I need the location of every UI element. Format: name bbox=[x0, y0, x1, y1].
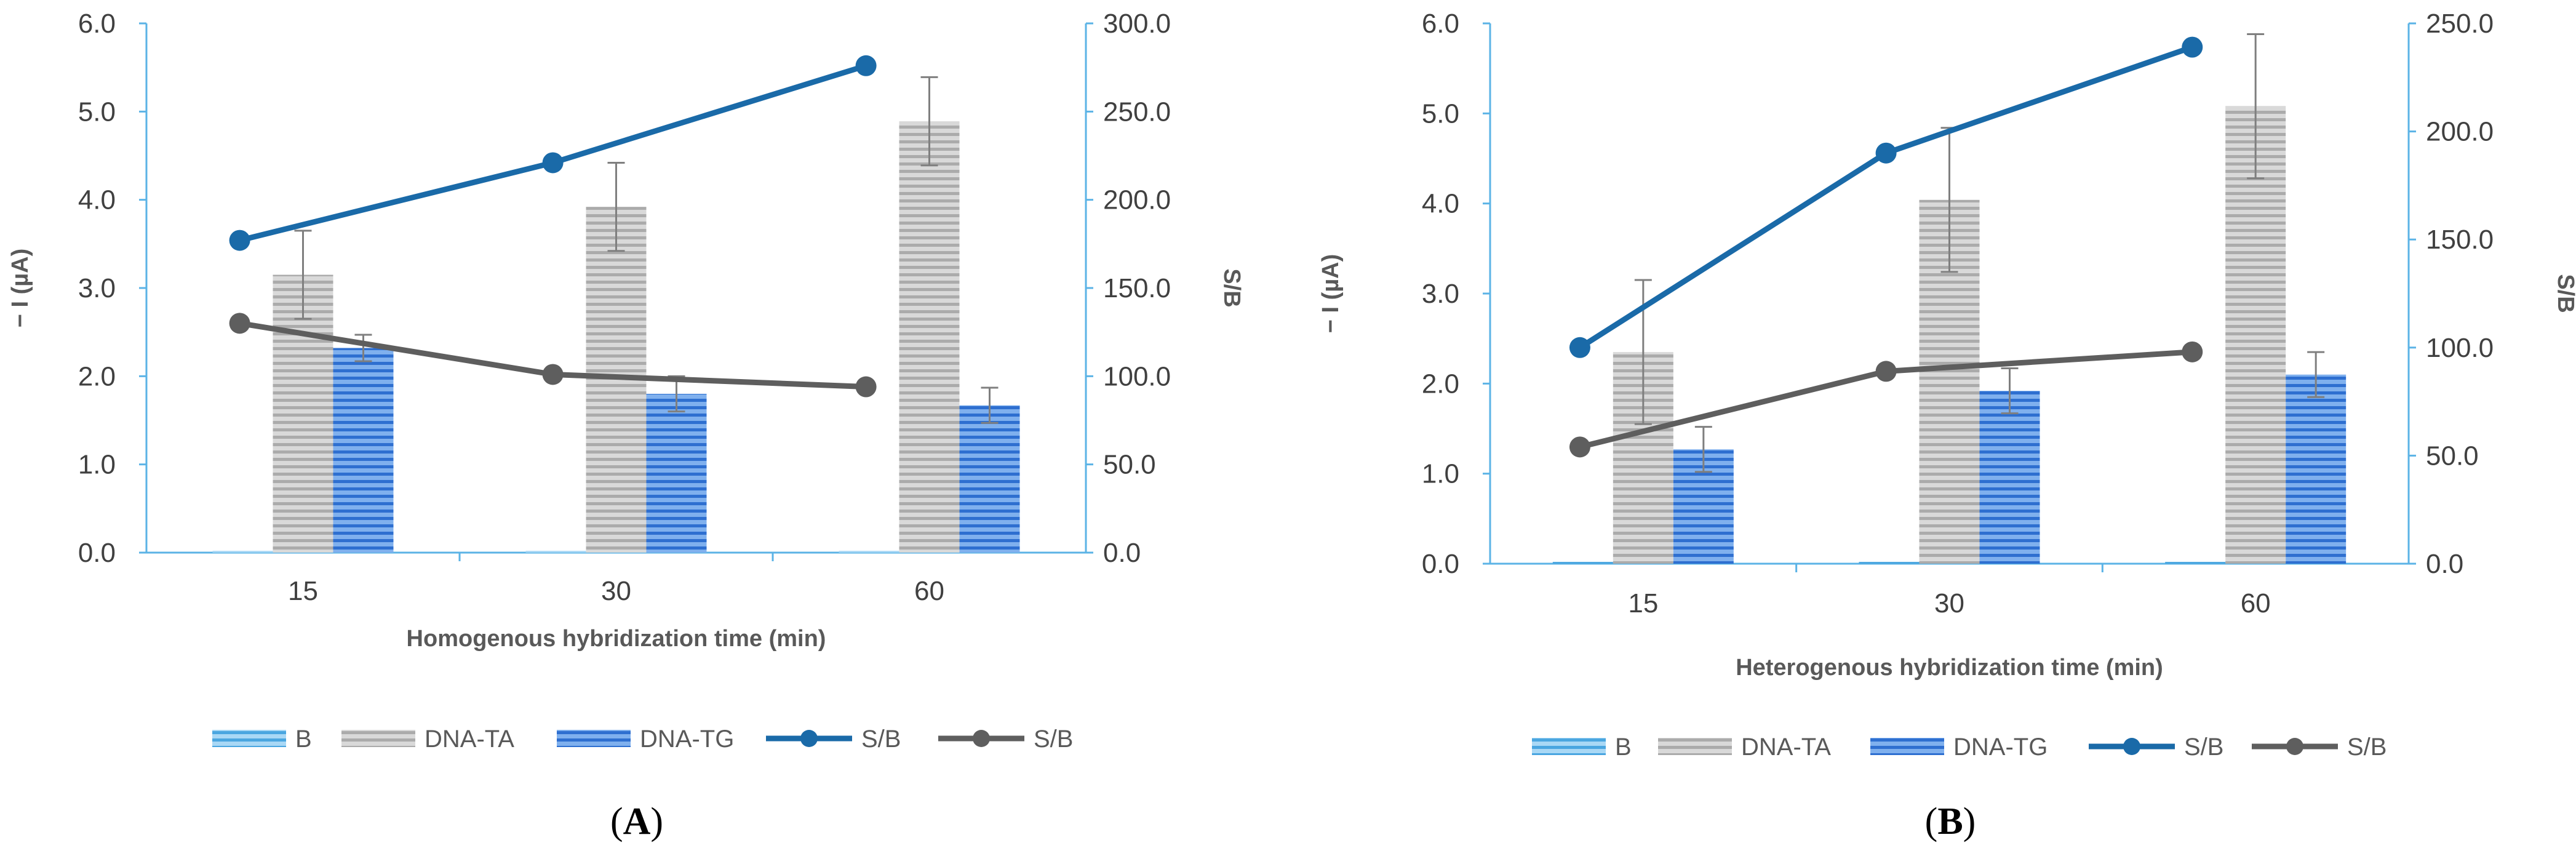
bar-dna-tg bbox=[1979, 391, 2040, 564]
right-axis-tick-label: 150.0 bbox=[1103, 273, 1171, 303]
right-axis-tick-label: 100.0 bbox=[1103, 361, 1171, 391]
line-sb-2-point bbox=[2182, 341, 2203, 362]
legend-marker bbox=[2286, 738, 2303, 755]
legend-label: S/B bbox=[1034, 726, 1073, 753]
bar-b bbox=[212, 551, 273, 553]
line-sb-1-point bbox=[1569, 337, 1590, 358]
right-axis-tick-label: 200.0 bbox=[1103, 185, 1171, 215]
legend-label: DNA-TA bbox=[425, 726, 514, 753]
bar-b bbox=[2165, 562, 2226, 564]
left-axis-tick-label: 2.0 bbox=[78, 361, 116, 391]
legend-swatch-dna-tg bbox=[1870, 738, 1944, 755]
line-sb-2-point bbox=[542, 364, 564, 385]
left-axis-tick-label: 3.0 bbox=[1422, 279, 1459, 309]
left-axis-tick-label: 6.0 bbox=[1422, 9, 1459, 39]
left-axis-tick-label: 4.0 bbox=[78, 185, 116, 215]
chart-panel-a: 0.0 1.0 2.0 3.0 4.0 5.0 6.0 0.0 50.0 100.0 150.0 20… bbox=[7, 9, 1245, 842]
left-axis-tick-label: 1.0 bbox=[78, 450, 116, 480]
right-axis-tick-label: 250.0 bbox=[1103, 97, 1171, 127]
left-axis-tick-label: 4.0 bbox=[1422, 189, 1459, 219]
legend-label: DNA-TA bbox=[1741, 734, 1831, 761]
chart-panel-b: 0.0 1.0 2.0 3.0 4.0 5.0 6.0 0.0 50.0 100.0 150.0 20… bbox=[1318, 9, 2576, 842]
x-axis-title: Homogenous hybridization time (min) bbox=[407, 626, 826, 652]
right-axis-tick-label: 50.0 bbox=[1103, 450, 1156, 480]
left-axis-tick-label: 1.0 bbox=[1422, 459, 1459, 489]
x-axis-tick-label: 15 bbox=[288, 576, 318, 606]
y2-axis-title: S/B bbox=[2553, 274, 2576, 313]
line-sb-2-point bbox=[1875, 361, 1897, 382]
legend-marker bbox=[973, 730, 990, 747]
left-axis-tick-label: 5.0 bbox=[78, 97, 116, 127]
x-axis-tick-label: 60 bbox=[914, 576, 944, 606]
legend-swatch-b bbox=[1532, 738, 1606, 755]
left-axis-tick-label: 2.0 bbox=[1422, 369, 1459, 399]
legend-label: DNA-TG bbox=[1953, 734, 2048, 761]
left-axis-tick-label: 0.0 bbox=[1422, 549, 1459, 579]
legend-swatch-dna-tg bbox=[557, 730, 631, 747]
right-axis-tick-label: 300.0 bbox=[1103, 9, 1171, 39]
legend-swatch-b bbox=[212, 730, 286, 747]
left-axis-tick-label: 5.0 bbox=[1422, 98, 1459, 129]
bar-b bbox=[1859, 562, 1920, 564]
left-axis-tick-label: 0.0 bbox=[78, 538, 116, 568]
bar-dna-ta bbox=[2225, 106, 2286, 564]
x-axis-tick-label: 15 bbox=[1628, 588, 1658, 618]
legend-label: S/B bbox=[2347, 734, 2387, 761]
panel-label: (A) bbox=[610, 801, 663, 842]
bar-dna-ta bbox=[273, 274, 333, 553]
left-axis-tick-label: 3.0 bbox=[78, 273, 116, 303]
line-sb-1-point bbox=[229, 230, 250, 251]
x-axis-tick-label: 30 bbox=[1934, 588, 1964, 618]
line-sb-1-point bbox=[1875, 142, 1897, 164]
legend-swatch-dna-ta bbox=[341, 730, 415, 747]
bar-dna-tg bbox=[959, 405, 1020, 553]
y-axis-title: − I (µA) bbox=[7, 249, 33, 328]
bar-dna-ta bbox=[899, 121, 960, 553]
legend-label: B bbox=[1615, 734, 1632, 761]
legend-label: B bbox=[295, 726, 312, 753]
left-axis-tick-label: 6.0 bbox=[78, 9, 116, 39]
panel-label: (B) bbox=[1925, 801, 1976, 842]
y-axis-title: − I (µA) bbox=[1318, 254, 1344, 334]
bar-dna-tg bbox=[2286, 374, 2347, 564]
legend-marker bbox=[800, 730, 818, 747]
line-sb-2-point bbox=[229, 313, 250, 334]
x-axis-tick-label: 60 bbox=[2241, 588, 2271, 618]
legend-label: DNA-TG bbox=[640, 726, 734, 753]
bar-b bbox=[525, 551, 586, 553]
right-axis-tick-label: 150.0 bbox=[2426, 225, 2494, 255]
right-axis-tick-label: 0.0 bbox=[1103, 538, 1141, 568]
line-sb-1-point bbox=[855, 55, 877, 76]
line-sb-1 bbox=[1578, 44, 2193, 350]
legend-label: S/B bbox=[2184, 734, 2223, 761]
right-axis-tick-label: 100.0 bbox=[2426, 333, 2494, 363]
x-axis-tick-label: 30 bbox=[601, 576, 631, 606]
line-sb-2-point bbox=[1569, 436, 1590, 458]
line-sb-1-point bbox=[542, 152, 564, 174]
x-axis-title: Heterogenous hybridization time (min) bbox=[1736, 655, 2163, 681]
bar-b bbox=[839, 551, 899, 553]
right-axis-tick-label: 0.0 bbox=[2426, 549, 2463, 579]
bar-dna-tg bbox=[646, 394, 707, 553]
line-sb-1-point bbox=[2182, 36, 2203, 58]
right-axis-tick-label: 50.0 bbox=[2426, 441, 2479, 471]
legend-marker bbox=[2123, 738, 2140, 755]
legend-label: S/B bbox=[861, 726, 901, 753]
right-axis-tick-label: 250.0 bbox=[2426, 9, 2494, 39]
y2-axis-title: S/B bbox=[1219, 268, 1245, 307]
bar-b bbox=[1552, 562, 1613, 564]
line-sb-2-point bbox=[855, 376, 877, 398]
right-axis-tick-label: 200.0 bbox=[2426, 117, 2494, 147]
bar-dna-tg bbox=[333, 348, 394, 553]
legend-swatch-dna-ta bbox=[1658, 738, 1732, 755]
